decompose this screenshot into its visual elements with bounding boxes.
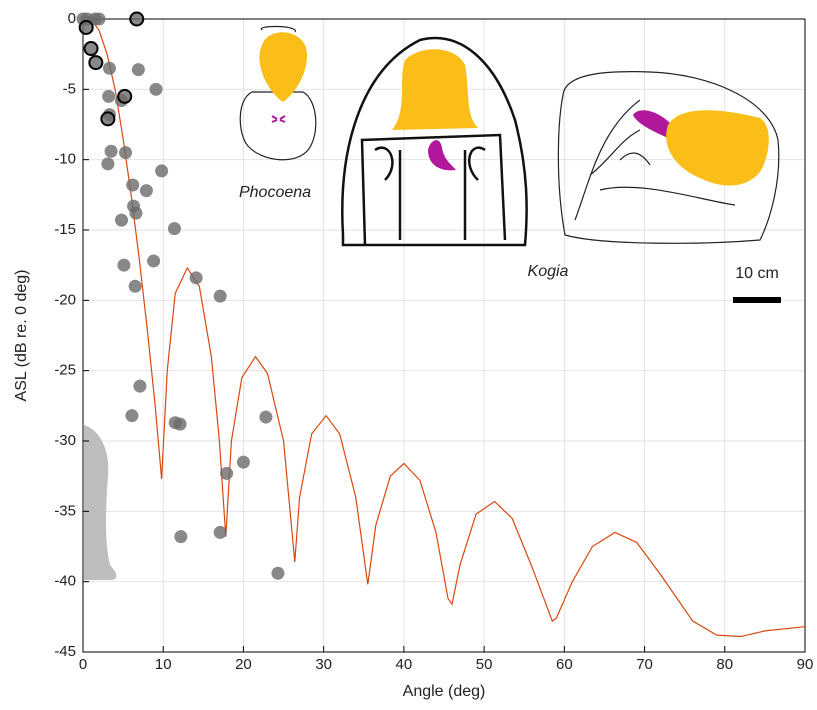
annotation: 10 cm <box>735 265 779 282</box>
data-point <box>129 206 143 220</box>
data-point <box>126 178 140 192</box>
data-point <box>173 417 187 431</box>
data-point <box>102 89 116 103</box>
data-point <box>236 455 250 469</box>
kogia-side-skull <box>574 99 736 221</box>
data-point <box>117 258 131 272</box>
data-point <box>139 184 153 198</box>
x-tick-label: 50 <box>476 656 493 673</box>
x-tick-label: 90 <box>797 656 814 673</box>
kogia-front-melon <box>392 49 478 130</box>
data-point <box>102 61 116 75</box>
data-point <box>133 379 147 393</box>
kogia-side-melon <box>666 110 769 186</box>
annotation: Kogia <box>528 263 569 280</box>
phocoena-skull <box>239 25 317 161</box>
y-tick-label: -25 <box>54 362 76 379</box>
data-point <box>128 279 142 293</box>
plot-frame <box>82 18 806 653</box>
kogia-front-lips <box>428 140 456 171</box>
x-tick-label: 10 <box>155 656 172 673</box>
x-tick-label: 20 <box>235 656 252 673</box>
data-point <box>174 530 188 544</box>
data-point <box>83 41 99 57</box>
data-point <box>129 11 145 27</box>
y-tick-label: -20 <box>54 291 76 308</box>
kogia-side-outline <box>557 71 780 244</box>
data-point <box>117 88 133 104</box>
y-tick-label: -45 <box>54 643 76 660</box>
y-tick-label: -35 <box>54 502 76 519</box>
y-tick-label: -5 <box>63 80 76 97</box>
y-tick-label: 0 <box>68 10 76 27</box>
x-tick-label: 0 <box>79 656 87 673</box>
data-point <box>115 213 129 227</box>
data-point <box>259 410 273 424</box>
data-point <box>125 409 139 423</box>
data-point <box>119 146 133 160</box>
data-point <box>104 144 118 158</box>
y-tick-label: -10 <box>54 151 76 168</box>
data-point <box>131 63 145 77</box>
kogia-side-lips <box>633 110 672 138</box>
data-point <box>189 271 203 285</box>
annotation: Phocoena <box>239 184 311 201</box>
x-tick-label: 60 <box>556 656 573 673</box>
data-point <box>155 164 169 178</box>
phocoena-lips <box>271 115 286 123</box>
x-tick-label: 40 <box>396 656 413 673</box>
x-tick-label: 30 <box>315 656 332 673</box>
y-tick-label: -30 <box>54 432 76 449</box>
data-point <box>167 222 181 236</box>
data-point <box>92 12 106 26</box>
data-point <box>101 157 115 171</box>
x-axis-label: Angle (deg) <box>403 683 486 700</box>
phocoena-melon <box>259 32 308 102</box>
scale-bar <box>733 297 781 303</box>
data-point <box>100 111 116 127</box>
y-tick-label: -15 <box>54 221 76 238</box>
data-point <box>149 82 163 96</box>
data-point <box>78 19 94 35</box>
data-point <box>88 55 104 71</box>
kogia-front-outline <box>341 36 528 247</box>
y-tick-label: -40 <box>54 573 76 590</box>
x-tick-label: 70 <box>636 656 653 673</box>
data-point <box>147 254 161 268</box>
y-axis-label: ASL (dB re. 0 deg) <box>13 270 30 402</box>
data-point <box>213 289 227 303</box>
data-point <box>220 466 234 480</box>
dolphin-silhouette <box>84 425 117 580</box>
illustrations <box>84 25 781 580</box>
data-point <box>271 566 285 580</box>
kogia-front-skull <box>360 133 507 246</box>
beam-curve <box>83 18 806 638</box>
data-point <box>213 525 227 539</box>
x-tick-label: 80 <box>716 656 733 673</box>
